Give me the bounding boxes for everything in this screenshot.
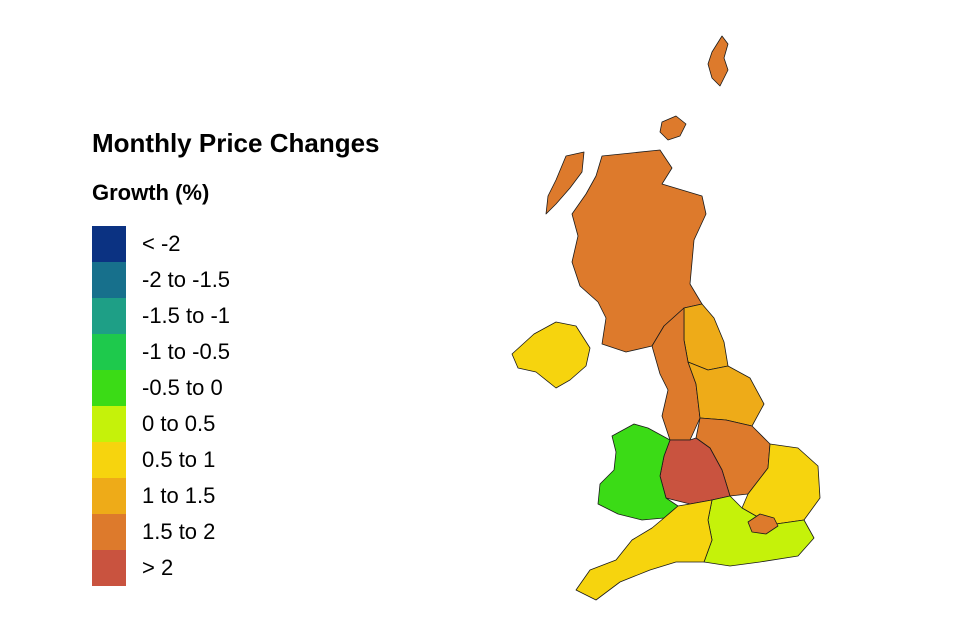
region-shetland	[707, 35, 729, 87]
legend-swatch	[92, 442, 126, 478]
region-hebrides	[545, 151, 585, 215]
legend-label: < -2	[142, 231, 181, 256]
region-northern-ireland	[511, 321, 591, 389]
legend-swatch	[92, 262, 126, 298]
legend-swatch	[92, 406, 126, 442]
legend-item: -2 to -1.5	[92, 262, 230, 298]
legend-label: -2 to -1.5	[142, 267, 231, 292]
region-south-west	[575, 499, 713, 601]
legend-label: 0.5 to 1	[142, 447, 216, 472]
legend-item: 1.5 to 2	[92, 514, 230, 550]
legend-swatch	[92, 298, 126, 334]
legend-label: 1.5 to 2	[142, 519, 216, 544]
legend-label: > 2	[142, 555, 174, 580]
legend-label: 1 to 1.5	[142, 483, 216, 508]
legend-item: -1.5 to -1	[92, 298, 230, 334]
legend-label: 0 to 0.5	[142, 411, 216, 436]
legend-label: -0.5 to 0	[142, 375, 223, 400]
region-orkney	[659, 115, 687, 141]
legend-swatch	[92, 550, 126, 586]
legend: < -2 -2 to -1.5 -1.5 to -1 -1 to -0.5 -0…	[92, 226, 230, 586]
legend-swatch	[92, 226, 126, 262]
region-london	[747, 513, 779, 535]
legend-subtitle: Growth (%)	[92, 180, 210, 205]
legend-item: -0.5 to 0	[92, 370, 230, 406]
legend-item: 1 to 1.5	[92, 478, 230, 514]
legend-item: > 2	[92, 550, 230, 586]
legend-item: -1 to -0.5	[92, 334, 230, 370]
legend-item: 0.5 to 1	[92, 442, 230, 478]
region-north-east	[683, 303, 729, 371]
legend-label: -1.5 to -1	[142, 303, 231, 328]
legend-swatch	[92, 514, 126, 550]
legend-swatch	[92, 478, 126, 514]
region-yorkshire-and-the-humber	[687, 361, 765, 427]
legend-swatch	[92, 334, 126, 370]
legend-item: < -2	[92, 226, 230, 262]
legend-label: -1 to -0.5	[142, 339, 231, 364]
map-title: Monthly Price Changes	[92, 128, 380, 158]
legend-item: 0 to 0.5	[92, 406, 230, 442]
legend-swatch	[92, 370, 126, 406]
